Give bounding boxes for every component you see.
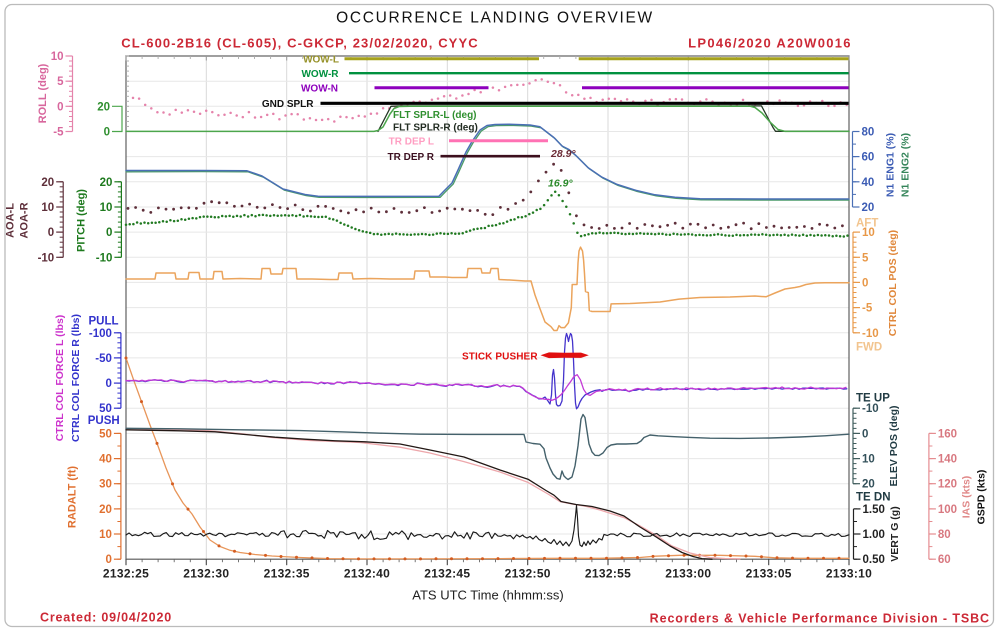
svg-text:0: 0 xyxy=(57,101,63,113)
svg-text:2133:10: 2133:10 xyxy=(826,567,872,581)
svg-text:0: 0 xyxy=(105,554,111,566)
svg-text:-100: -100 xyxy=(89,328,112,340)
svg-text:PUSH: PUSH xyxy=(88,415,120,427)
svg-text:LP046/2020 A20W0016: LP046/2020 A20W0016 xyxy=(688,36,852,51)
svg-text:1.50: 1.50 xyxy=(863,504,885,516)
svg-text:0.50: 0.50 xyxy=(863,554,885,566)
svg-text:5: 5 xyxy=(862,252,869,264)
svg-text:2132:50: 2132:50 xyxy=(505,567,551,581)
svg-text:IAS (kts): IAS (kts) xyxy=(961,476,973,519)
svg-text:2132:30: 2132:30 xyxy=(183,567,229,581)
svg-text:OCCURRENCE LANDING OVERVIEW: OCCURRENCE LANDING OVERVIEW xyxy=(336,10,654,27)
svg-text:FWD: FWD xyxy=(856,342,882,354)
svg-text:30: 30 xyxy=(99,479,112,491)
svg-text:0: 0 xyxy=(862,428,868,440)
svg-text:0: 0 xyxy=(105,378,111,390)
svg-text:1.00: 1.00 xyxy=(863,529,885,541)
svg-text:0: 0 xyxy=(862,277,868,289)
svg-text:10: 10 xyxy=(99,529,112,541)
svg-text:N1 ENG2 (%): N1 ENG2 (%) xyxy=(900,133,912,197)
svg-text:STICK PUSHER: STICK PUSHER xyxy=(462,352,538,363)
svg-text:50: 50 xyxy=(99,428,112,440)
svg-text:10: 10 xyxy=(862,227,875,239)
svg-text:2132:40: 2132:40 xyxy=(344,567,390,581)
svg-text:CTRL COL FORCE L (lbs): CTRL COL FORCE L (lbs) xyxy=(54,315,66,442)
svg-text:-10: -10 xyxy=(862,328,879,340)
svg-text:20: 20 xyxy=(862,479,875,491)
svg-text:20: 20 xyxy=(97,101,110,113)
svg-text:60: 60 xyxy=(862,152,875,164)
svg-text:0: 0 xyxy=(104,127,110,139)
svg-text:2132:55: 2132:55 xyxy=(585,567,631,581)
svg-text:16.9°: 16.9° xyxy=(548,178,573,190)
svg-text:50: 50 xyxy=(99,403,112,415)
svg-text:WOW-R: WOW-R xyxy=(301,69,339,80)
svg-text:100: 100 xyxy=(938,504,957,516)
svg-text:FLT SPLR-L (deg): FLT SPLR-L (deg) xyxy=(393,110,477,121)
svg-text:2132:35: 2132:35 xyxy=(264,567,310,581)
svg-text:-10: -10 xyxy=(96,252,113,264)
svg-text:ATS UTC Time (hhmm:ss): ATS UTC Time (hhmm:ss) xyxy=(412,588,563,603)
svg-text:10: 10 xyxy=(41,202,54,214)
svg-text:Recorders & Vehicle Performanc: Recorders & Vehicle Performance Division… xyxy=(650,612,990,626)
svg-text:CTRL COL FORCE R (lbs): CTRL COL FORCE R (lbs) xyxy=(70,314,82,442)
svg-text:5: 5 xyxy=(57,76,64,88)
svg-text:AOA-R: AOA-R xyxy=(19,202,31,238)
svg-text:TR DEP R: TR DEP R xyxy=(388,152,435,163)
svg-text:140: 140 xyxy=(938,454,957,466)
svg-text:40: 40 xyxy=(862,177,875,189)
svg-text:2132:45: 2132:45 xyxy=(424,567,470,581)
svg-text:AFT: AFT xyxy=(856,218,878,230)
svg-text:AOA-L: AOA-L xyxy=(5,203,17,238)
svg-text:PITCH (deg): PITCH (deg) xyxy=(76,189,88,252)
svg-text:CTRL COL POS (deg): CTRL COL POS (deg) xyxy=(887,230,899,336)
svg-text:80: 80 xyxy=(938,529,951,541)
svg-text:-5: -5 xyxy=(862,303,873,315)
svg-text:20: 20 xyxy=(99,504,112,516)
svg-text:20: 20 xyxy=(862,202,875,214)
svg-text:10: 10 xyxy=(862,454,875,466)
svg-text:N1 ENG1 (%): N1 ENG1 (%) xyxy=(885,133,897,197)
svg-text:120: 120 xyxy=(938,479,957,491)
svg-text:TE DN: TE DN xyxy=(856,492,891,504)
svg-text:FLT SPLR-R (deg): FLT SPLR-R (deg) xyxy=(393,123,478,134)
svg-text:0: 0 xyxy=(106,227,112,239)
svg-text:TR DEP L: TR DEP L xyxy=(389,137,434,148)
svg-text:-10: -10 xyxy=(38,252,55,264)
svg-text:-5: -5 xyxy=(53,127,64,139)
svg-text:CL-600-2B16 (CL-605), C-GKCP,: CL-600-2B16 (CL-605), C-GKCP, 23/02/2020… xyxy=(121,36,478,51)
svg-text:28.9°: 28.9° xyxy=(550,148,576,160)
svg-text:20: 20 xyxy=(41,177,54,189)
svg-text:TE UP: TE UP xyxy=(856,393,890,405)
svg-text:10: 10 xyxy=(100,202,113,214)
svg-text:20: 20 xyxy=(100,177,113,189)
svg-text:2133:00: 2133:00 xyxy=(665,567,711,581)
svg-text:-10: -10 xyxy=(862,403,879,415)
svg-text:80: 80 xyxy=(862,127,875,139)
svg-text:40: 40 xyxy=(99,454,112,466)
svg-text:WOW-L: WOW-L xyxy=(303,54,339,65)
svg-text:ROLL (deg): ROLL (deg) xyxy=(37,63,49,123)
svg-text:2133:05: 2133:05 xyxy=(746,567,792,581)
svg-text:60: 60 xyxy=(938,554,951,566)
svg-text:10: 10 xyxy=(51,51,64,63)
svg-text:-50: -50 xyxy=(95,353,112,365)
svg-text:ELEV POS (deg): ELEV POS (deg) xyxy=(888,405,900,486)
svg-text:0: 0 xyxy=(48,227,54,239)
svg-text:2132:25: 2132:25 xyxy=(103,567,149,581)
svg-text:GSPD (kts): GSPD (kts) xyxy=(976,470,988,525)
svg-text:WOW-N: WOW-N xyxy=(301,83,338,94)
svg-text:PULL: PULL xyxy=(88,316,118,328)
svg-text:Created: 09/04/2020: Created: 09/04/2020 xyxy=(40,611,172,625)
svg-text:GND SPLR: GND SPLR xyxy=(262,99,314,110)
svg-text:VERT G (g): VERT G (g) xyxy=(889,506,901,561)
svg-text:RADALT (ft): RADALT (ft) xyxy=(67,466,79,528)
svg-text:160: 160 xyxy=(938,428,957,440)
